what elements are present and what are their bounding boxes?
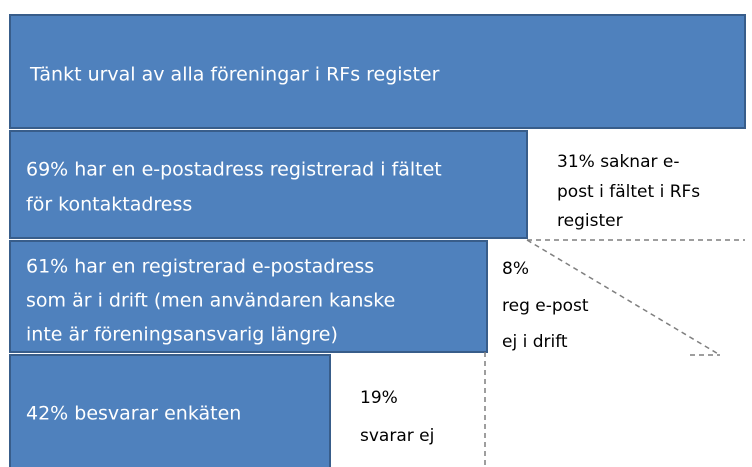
- label: reg e-post: [502, 296, 589, 316]
- label: inte är föreningsansvarig längre): [26, 324, 338, 346]
- label: post i fältet i RFs: [557, 182, 700, 202]
- label: 69% har en e-postadress registrerad i fä…: [26, 159, 442, 181]
- label: 8%: [502, 259, 529, 279]
- label: 61% har en registrerad e-postadress: [26, 256, 374, 278]
- label: 42% besvarar enkäten: [26, 403, 241, 425]
- label: register: [557, 211, 623, 231]
- label: 19%: [360, 388, 398, 408]
- dashed-line: [526, 239, 721, 356]
- label: för kontaktadress: [26, 194, 192, 216]
- box-email: [9, 130, 528, 239]
- label: Tänkt urval av alla föreningar i RFs reg…: [29, 64, 440, 86]
- label: svarar ej: [360, 426, 434, 446]
- label: som är i drift (men användaren kanske: [26, 290, 395, 312]
- box-active: [9, 240, 488, 353]
- box-all: [9, 14, 746, 129]
- label: 31% saknar e-: [557, 152, 680, 172]
- label: ej i drift: [502, 332, 568, 352]
- box-answer: [9, 354, 331, 467]
